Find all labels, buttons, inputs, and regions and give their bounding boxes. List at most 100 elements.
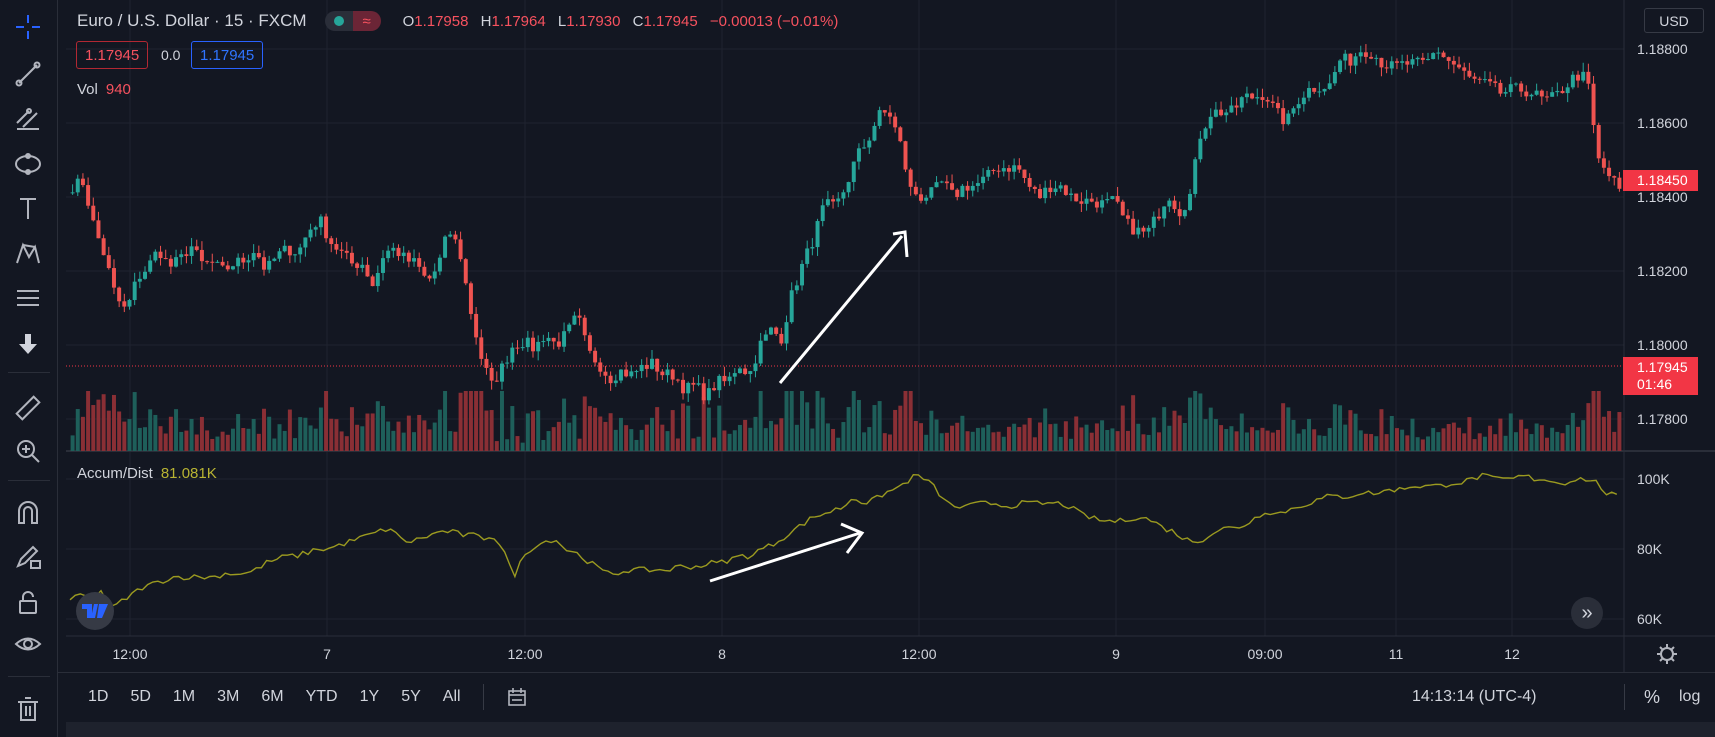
range-1d[interactable]: 1D bbox=[88, 688, 109, 705]
volume-bar bbox=[313, 428, 318, 451]
market-open-icon bbox=[324, 11, 353, 31]
candle-body bbox=[1182, 210, 1187, 217]
volume-legend[interactable]: Vol 940 bbox=[77, 81, 131, 98]
market-status-toggle[interactable]: ≈ bbox=[324, 10, 381, 32]
candle-body bbox=[1270, 101, 1275, 103]
candle-body bbox=[887, 112, 892, 117]
volume-bar bbox=[825, 423, 830, 451]
volume-bar bbox=[1534, 423, 1539, 451]
crosshair-icon[interactable] bbox=[6, 9, 50, 45]
range-6m[interactable]: 6M bbox=[261, 688, 284, 705]
volume-bar bbox=[1084, 424, 1089, 451]
close-label: C bbox=[632, 12, 644, 30]
volume-bar bbox=[365, 413, 370, 451]
forecast-icon[interactable] bbox=[6, 280, 50, 316]
candle-body bbox=[758, 340, 763, 364]
candle-body bbox=[841, 192, 846, 199]
candle-body bbox=[458, 239, 463, 260]
candle-body bbox=[893, 116, 898, 128]
range-all[interactable]: All bbox=[442, 688, 461, 705]
volume-bar bbox=[639, 429, 644, 451]
range-1m[interactable]: 1M bbox=[172, 688, 196, 705]
volume-bar bbox=[650, 417, 654, 451]
volume-bar bbox=[1513, 432, 1518, 451]
volume-bar bbox=[412, 432, 417, 451]
symbol-title[interactable]: Euro / U.S. Dollar · 15 · FXCM bbox=[77, 11, 307, 30]
candle-body bbox=[256, 253, 261, 258]
buy-button[interactable]: 1.17945 bbox=[191, 41, 264, 69]
candle-body bbox=[1229, 105, 1234, 113]
volume-bar bbox=[360, 426, 365, 451]
candle-body bbox=[1529, 94, 1534, 97]
sell-button[interactable]: 1.17945 bbox=[76, 41, 149, 69]
candle-body bbox=[1545, 96, 1549, 98]
candle-body bbox=[1053, 188, 1058, 193]
volume-bar bbox=[541, 439, 546, 451]
volume-bar bbox=[970, 431, 975, 451]
trash-icon[interactable] bbox=[6, 691, 50, 727]
clock[interactable]: 14:13:14 (UTC-4) bbox=[1412, 688, 1537, 705]
time-tick: 11 bbox=[1389, 646, 1404, 662]
candle-body bbox=[1250, 93, 1255, 99]
ellipse-icon[interactable] bbox=[6, 146, 50, 182]
ruler-icon[interactable] bbox=[6, 390, 50, 426]
time-tick: 7 bbox=[323, 646, 331, 662]
trend-line-icon[interactable] bbox=[6, 56, 50, 92]
chart-settings-icon[interactable] bbox=[1657, 644, 1677, 664]
currency-button[interactable]: USD bbox=[1644, 8, 1704, 33]
range-ytd[interactable]: YTD bbox=[305, 688, 338, 705]
text-icon[interactable] bbox=[6, 190, 50, 226]
tradingview-logo[interactable] bbox=[76, 592, 114, 630]
volume-bar bbox=[1586, 403, 1591, 451]
volume-bar bbox=[1617, 412, 1622, 451]
date-range-icon[interactable] bbox=[506, 687, 528, 707]
zoom-in-icon[interactable] bbox=[6, 433, 50, 469]
range-1y[interactable]: 1Y bbox=[359, 688, 380, 705]
annotation-arrow[interactable] bbox=[709, 522, 865, 583]
lock-icon[interactable] bbox=[6, 584, 50, 620]
volume-bar bbox=[215, 436, 220, 451]
volume-bar bbox=[996, 431, 1001, 451]
fib-icon[interactable] bbox=[6, 100, 50, 136]
volume-bar bbox=[1188, 397, 1193, 451]
candle-body bbox=[872, 125, 877, 141]
volume-bar bbox=[1596, 391, 1601, 451]
volume-bar bbox=[717, 405, 722, 451]
candle-body bbox=[1084, 198, 1089, 204]
candle-body bbox=[313, 227, 318, 230]
candle-body bbox=[996, 170, 1001, 172]
volume-bar bbox=[1415, 437, 1420, 451]
volume-bar bbox=[1369, 434, 1374, 451]
volume-bar bbox=[562, 398, 567, 451]
volume-bar bbox=[272, 438, 277, 451]
magnet-icon[interactable] bbox=[6, 494, 50, 530]
log-scale-button[interactable]: log bbox=[1679, 688, 1701, 705]
volume-bar bbox=[91, 405, 96, 451]
candle-body bbox=[1519, 83, 1524, 92]
price-chart[interactable]: 1.18800 1.18600 1.18400 1.18200 1.18000 1.178… bbox=[0, 0, 1715, 672]
accum-dist-legend[interactable]: Accum/Dist 81.081K bbox=[77, 465, 217, 482]
volume-bar bbox=[939, 433, 944, 451]
annotation-arrow[interactable] bbox=[778, 230, 909, 384]
eye-icon[interactable] bbox=[6, 626, 50, 662]
percent-scale-button[interactable]: % bbox=[1644, 686, 1661, 707]
candle-body bbox=[717, 375, 722, 391]
arrow-down-icon[interactable] bbox=[6, 326, 50, 362]
pattern-icon[interactable] bbox=[6, 236, 50, 272]
candle-body bbox=[1539, 90, 1544, 97]
volume-bar bbox=[1612, 431, 1617, 451]
volume-bar bbox=[474, 391, 479, 451]
range-5y[interactable]: 5Y bbox=[401, 688, 421, 705]
price-tick: 1.18600 bbox=[1637, 115, 1688, 131]
scroll-forward-icon[interactable]: » bbox=[1571, 597, 1603, 629]
candle-body bbox=[370, 276, 375, 287]
volume-bar bbox=[117, 411, 122, 451]
volume-bar bbox=[763, 428, 768, 451]
candle-body bbox=[1198, 138, 1203, 160]
range-5d[interactable]: 5D bbox=[130, 688, 151, 705]
symbol-legend[interactable]: Euro / U.S. Dollar · 15 · FXCM ≈ O1.1795… bbox=[77, 10, 838, 32]
lock-drawing-icon[interactable] bbox=[6, 538, 50, 574]
candle-body bbox=[391, 247, 396, 251]
candle-body bbox=[401, 252, 406, 257]
range-3m[interactable]: 3M bbox=[217, 688, 240, 705]
